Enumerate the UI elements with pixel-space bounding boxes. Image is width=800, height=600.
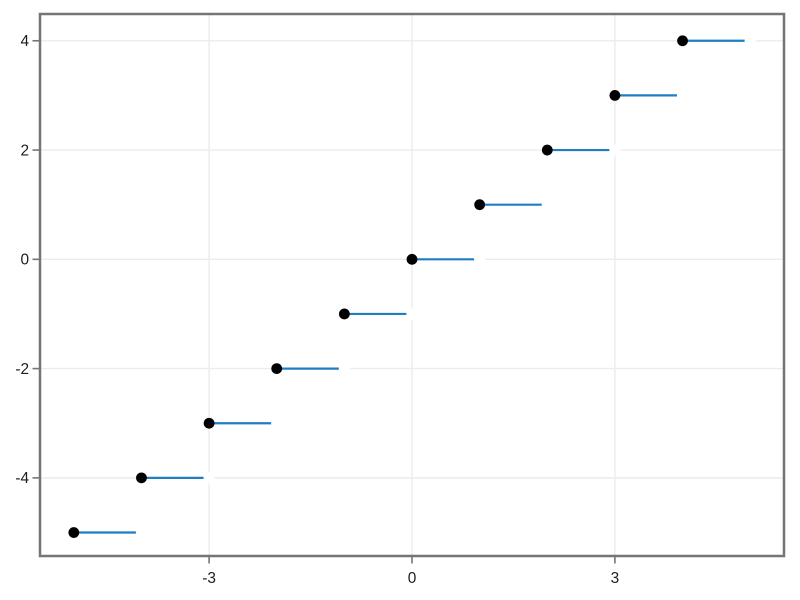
- y-tick-label: 4: [20, 33, 29, 50]
- data-point-marker: [677, 35, 688, 47]
- data-point-marker: [136, 472, 147, 484]
- data-point-marker: [338, 308, 350, 320]
- data-point-marker: [271, 363, 283, 374]
- data-point-marker: [474, 199, 486, 211]
- data-point-marker: [406, 253, 418, 265]
- y-tick-label: 0: [20, 252, 29, 269]
- data-point-marker: [203, 417, 215, 429]
- data-point-marker: [609, 90, 621, 101]
- x-tick-label: 3: [611, 570, 620, 587]
- open-endpoint-marker: [474, 253, 486, 265]
- data-point-marker: [68, 527, 80, 538]
- data-point-marker: [541, 144, 553, 156]
- open-endpoint-marker: [135, 526, 148, 539]
- y-tick-label: 2: [20, 142, 29, 159]
- open-endpoint-marker: [744, 35, 756, 47]
- open-endpoint-marker: [338, 362, 350, 375]
- open-endpoint-marker: [541, 199, 553, 211]
- x-tick-label: -3: [202, 570, 216, 587]
- open-endpoint-marker: [609, 144, 621, 156]
- y-tick-label: -2: [15, 361, 29, 378]
- x-tick-label: 0: [408, 570, 417, 587]
- y-tick-label: -4: [15, 470, 29, 487]
- plot-frame: [38, 12, 786, 558]
- open-endpoint-marker: [406, 308, 418, 320]
- open-endpoint-marker: [271, 417, 283, 429]
- open-endpoint-marker: [676, 89, 689, 102]
- open-endpoint-marker: [203, 472, 215, 484]
